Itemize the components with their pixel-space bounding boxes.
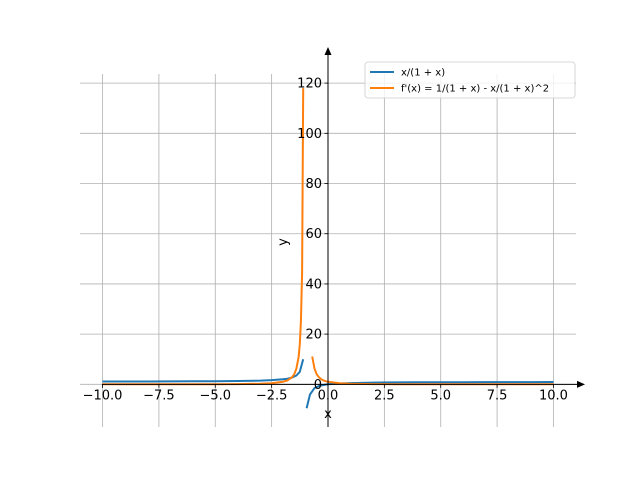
x-tick-label-1: −7.5 xyxy=(143,388,175,403)
x-tick-label-2: −5.0 xyxy=(199,388,231,403)
y-tick-label-1: 20 xyxy=(305,328,322,343)
x-tick-label-5: 2.5 xyxy=(374,388,395,403)
x-tick-label-4: 0.0 xyxy=(318,388,339,403)
series-1-line-segment-0 xyxy=(102,88,305,386)
x-tick-label-3: −2.5 xyxy=(256,388,288,403)
x-axis-arrow xyxy=(577,380,585,388)
y-tick-label-4: 80 xyxy=(305,177,322,192)
x-tick-label-0: −10.0 xyxy=(83,388,123,403)
series-0-line-segment-0 xyxy=(102,358,305,383)
x-tick-label-8: 10.0 xyxy=(539,388,568,403)
series-1-line-segment-1 xyxy=(311,356,554,386)
legend-entry-1: f'(x) = 1/(1 + x) - x/(1 + x)^2 xyxy=(401,84,549,95)
y-tick-label-0: 0 xyxy=(314,378,322,393)
legend-box xyxy=(364,61,576,99)
legend-entry-0: x/(1 + x) xyxy=(401,68,445,79)
x-axis-label: x xyxy=(324,407,332,422)
y-axis-label: y xyxy=(276,238,291,246)
x-tick-label-7: 7.5 xyxy=(487,388,508,403)
y-tick-label-2: 40 xyxy=(305,277,322,292)
tick-labels: −10.0 −7.5 −5.0 −2.5 0.0 2.5 5.0 7.5 10.0 0 20 40 60… xyxy=(83,77,568,404)
x-tick-label-6: 5.0 xyxy=(430,388,451,403)
y-axis-arrow xyxy=(324,47,332,55)
series-0-line-segment-1 xyxy=(305,381,554,409)
y-tick-label-5: 100 xyxy=(297,127,322,142)
y-tick-label-6: 120 xyxy=(297,77,322,92)
legend: x/(1 + x) f'(x) = 1/(1 + x) - x/(1 + x)^… xyxy=(364,61,576,99)
y-tick-label-3: 60 xyxy=(305,227,322,242)
axes xyxy=(102,47,585,427)
